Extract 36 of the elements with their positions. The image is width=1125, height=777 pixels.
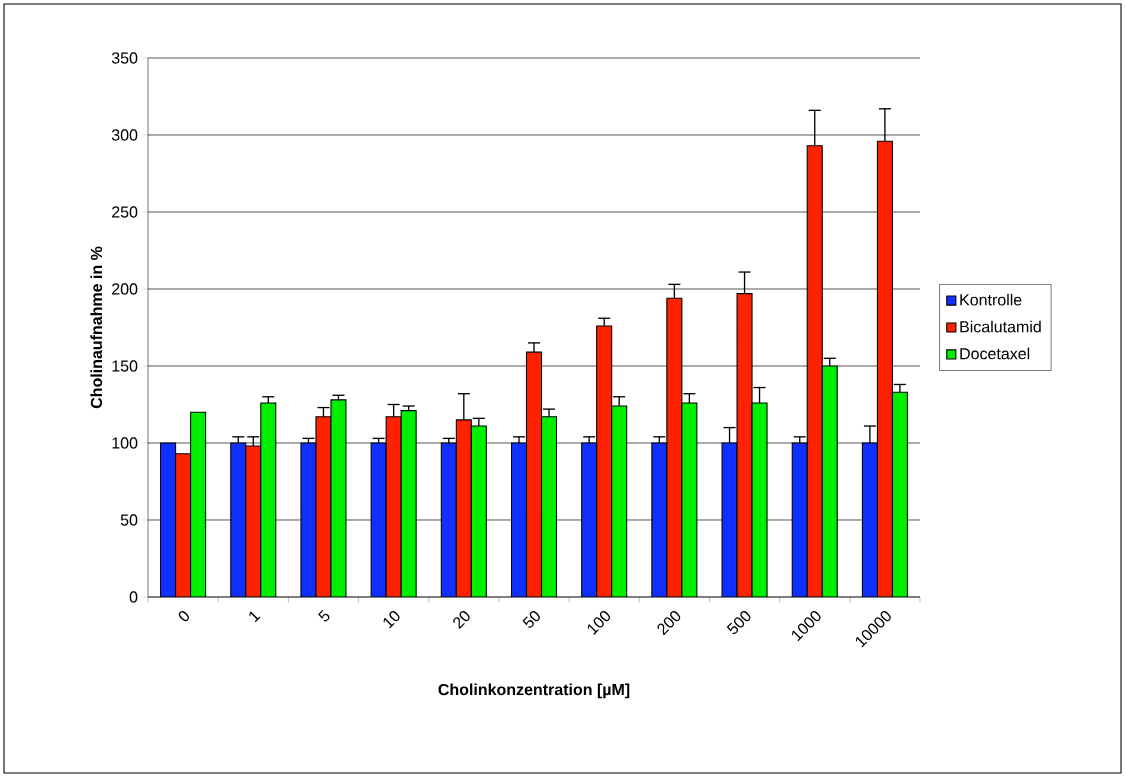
bar: [596, 325, 613, 597]
legend-label: Kontrolle: [960, 293, 1022, 306]
y-tick-label: 250: [112, 206, 138, 218]
bar: [861, 442, 878, 597]
bar: [806, 145, 823, 597]
bar: [525, 351, 543, 597]
bar: [510, 442, 528, 597]
x-tick-label: 20: [453, 611, 470, 629]
x-tick-label: 1: [249, 611, 261, 623]
x-tick-label: 10: [383, 611, 400, 629]
x-axis-title: Cholinkonzentration [µM]: [438, 683, 630, 699]
bar: [440, 442, 457, 597]
y-tick-label: 150: [112, 360, 138, 372]
bar: [876, 140, 893, 597]
x-tick-label: 5: [318, 609, 330, 622]
y-tick-label: 0: [129, 591, 138, 603]
x-tick-label: 50: [522, 611, 540, 628]
bar: [455, 419, 472, 597]
bar: [175, 453, 192, 597]
legend-label: Docetaxel: [960, 347, 1030, 360]
bar: [791, 442, 808, 597]
bar: [230, 442, 247, 597]
y-tick-label: 300: [111, 129, 138, 141]
y-tick-label: 100: [112, 437, 138, 449]
y-tick-label: 200: [112, 283, 138, 295]
x-tick-label: 500: [726, 611, 751, 635]
y-tick-label: 50: [120, 514, 138, 526]
x-tick-label: 100: [587, 611, 611, 635]
bar: [245, 445, 262, 597]
x-tick-label: 200: [657, 611, 681, 636]
x-tick-label: 0: [178, 611, 190, 622]
y-tick-label: 350: [111, 52, 138, 64]
legend-label: Bicalutamid: [960, 320, 1041, 333]
bar: [160, 442, 177, 597]
bar: [581, 442, 598, 597]
y-axis-title: Cholinaufnahme in %: [90, 246, 103, 409]
